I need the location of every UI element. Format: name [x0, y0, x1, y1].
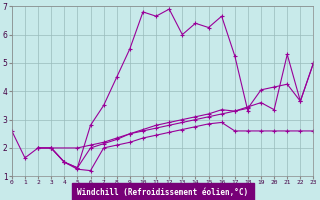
X-axis label: Windchill (Refroidissement éolien,°C): Windchill (Refroidissement éolien,°C) [77, 188, 248, 197]
